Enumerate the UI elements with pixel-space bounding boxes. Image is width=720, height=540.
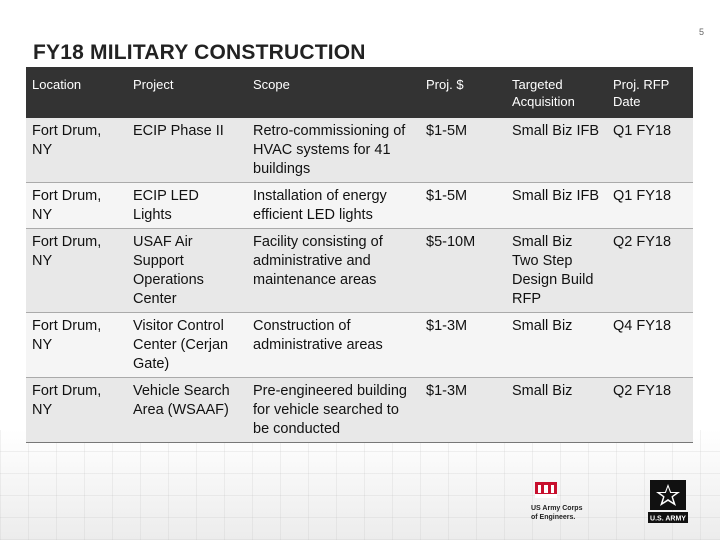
table-row: Fort Drum, NY Visitor Control Center (Ce…: [26, 312, 693, 378]
header-location: Location: [26, 67, 127, 118]
us-army-logo: U.S. ARMY: [648, 480, 688, 523]
cell-location: Fort Drum, NY: [26, 228, 127, 313]
cell-acquisition: Small Biz: [506, 377, 607, 443]
corps-logo-line2: of Engineers.: [531, 514, 575, 521]
cell-rfp-date: Q2 FY18: [607, 228, 693, 313]
header-proj-cost: Proj. $: [420, 67, 506, 118]
cell-project: Visitor Control Center (Cerjan Gate): [127, 312, 247, 378]
cell-proj-cost: $1-3M: [420, 377, 506, 443]
cell-proj-cost: $1-5M: [420, 118, 506, 183]
cell-location: Fort Drum, NY: [26, 312, 127, 378]
corps-logo-line1: US Army Corps: [531, 505, 583, 512]
header-project: Project: [127, 67, 247, 118]
cell-acquisition: Small Biz IFB: [506, 118, 607, 183]
table-row: Fort Drum, NY Vehicle Search Area (WSAAF…: [26, 377, 693, 443]
cell-rfp-date: Q4 FY18: [607, 312, 693, 378]
header-acquisition: Targeted Acquisition: [506, 67, 607, 118]
cell-acquisition: Small Biz: [506, 312, 607, 378]
table-row: Fort Drum, NY USAF Air Support Operation…: [26, 228, 693, 313]
army-corps-of-engineers-logo: US Army Corps of Engineers.: [531, 482, 583, 521]
header-rfp-date: Proj. RFP Date: [607, 67, 693, 118]
header-scope: Scope: [247, 67, 420, 118]
page-number: 5: [698, 27, 704, 37]
cell-project: USAF Air Support Operations Center: [127, 228, 247, 313]
cell-location: Fort Drum, NY: [26, 182, 127, 229]
cell-scope: Construction of administrative areas: [247, 312, 420, 378]
cell-proj-cost: $1-5M: [420, 182, 506, 229]
cell-acquisition: Small Biz Two Step Design Build RFP: [506, 228, 607, 313]
cell-scope: Retro-commissioning of HVAC systems for …: [247, 118, 420, 183]
cell-rfp-date: Q1 FY18: [607, 182, 693, 229]
table-row: Fort Drum, NY ECIP LED Lights Installati…: [26, 182, 693, 229]
cell-location: Fort Drum, NY: [26, 377, 127, 443]
cell-rfp-date: Q2 FY18: [607, 377, 693, 443]
background-pattern: [0, 430, 720, 540]
cell-proj-cost: $5-10M: [420, 228, 506, 313]
cell-project: ECIP LED Lights: [127, 182, 247, 229]
table-header-row: Location Project Scope Proj. $ Targeted …: [26, 67, 693, 118]
cell-project: ECIP Phase II: [127, 118, 247, 183]
table-row: Fort Drum, NY ECIP Phase II Retro-commis…: [26, 118, 693, 183]
cell-scope: Facility consisting of administrative an…: [247, 228, 420, 313]
cell-location: Fort Drum, NY: [26, 118, 127, 183]
cell-proj-cost: $1-3M: [420, 312, 506, 378]
cell-acquisition: Small Biz IFB: [506, 182, 607, 229]
cell-project: Vehicle Search Area (WSAAF): [127, 377, 247, 443]
cell-scope: Pre-engineered building for vehicle sear…: [247, 377, 420, 443]
cell-rfp-date: Q1 FY18: [607, 118, 693, 183]
projects-table: Location Project Scope Proj. $ Targeted …: [26, 67, 693, 443]
cell-scope: Installation of energy efficient LED lig…: [247, 182, 420, 229]
army-logo-text: U.S. ARMY: [650, 516, 686, 523]
page-title: FY18 MILITARY CONSTRUCTION: [33, 41, 366, 64]
